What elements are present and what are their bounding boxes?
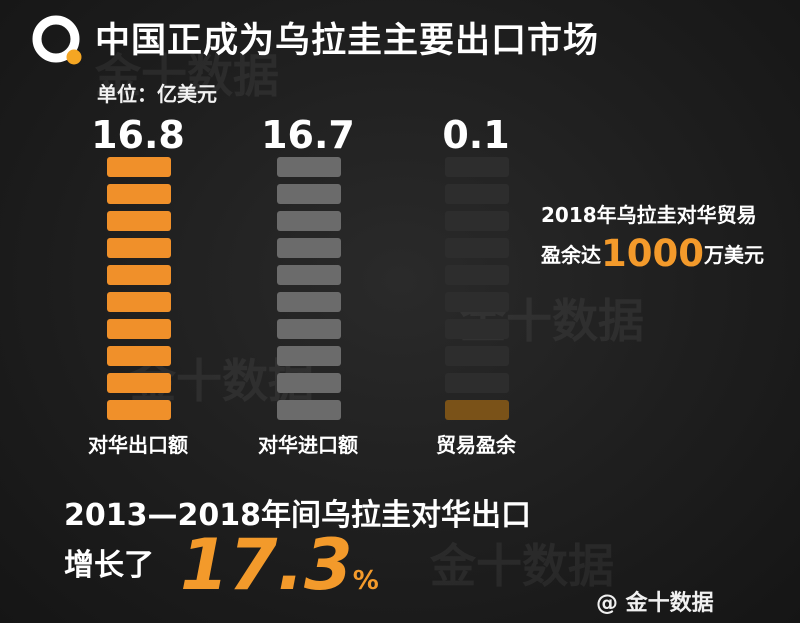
bar-segment-surplus	[445, 319, 509, 339]
surplus-note-unit: 万美元	[703, 243, 764, 267]
bar-segment-surplus	[445, 373, 509, 393]
bar-segment-import	[277, 292, 341, 312]
bar-segment-import	[277, 319, 341, 339]
source-credit: @ 金十数据	[596, 591, 714, 616]
watermark: 金十数据	[430, 539, 614, 593]
bar-segment-export	[107, 211, 171, 231]
surplus-note-prefix: 盈余达	[541, 243, 601, 267]
bar-segment-surplus	[445, 346, 509, 366]
bar-segment-import	[277, 238, 341, 258]
category-label-surplus: 贸易盈余	[436, 433, 516, 457]
bar-segment-import	[277, 346, 341, 366]
jin10-logo-icon	[32, 15, 82, 65]
bar-value-label-export: 16.8	[91, 113, 185, 157]
bar-segment-import	[277, 184, 341, 204]
bar-segment-import	[277, 373, 341, 393]
bar-segment-surplus	[445, 265, 509, 285]
bar-segment-surplus	[445, 211, 509, 231]
bar-segment-export	[107, 292, 171, 312]
bar-segment-surplus	[445, 400, 509, 420]
bar-segment-import	[277, 211, 341, 231]
bar-segment-export	[107, 265, 171, 285]
growth-percent: 17.3%	[180, 524, 379, 606]
watermark: 金十数据	[95, 49, 279, 103]
bar-value-label-surplus: 0.1	[442, 113, 510, 157]
bar-segment-import	[277, 265, 341, 285]
bar-segment-import	[277, 400, 341, 420]
bar-segment-export	[107, 184, 171, 204]
bar-segment-export	[107, 238, 171, 258]
category-label-import: 对华进口额	[258, 433, 358, 457]
bar-segment-surplus	[445, 157, 509, 177]
surplus-note-line2: 盈余达1000万美元	[541, 232, 764, 275]
page-title: 中国正成为乌拉圭主要出口市场	[95, 21, 600, 61]
surplus-note-line1: 2018年乌拉圭对华贸易	[541, 203, 757, 227]
bar-segment-surplus	[445, 292, 509, 312]
growth-percent-sign: %	[352, 566, 379, 596]
bar-segment-export	[107, 346, 171, 366]
bar-segment-export	[107, 373, 171, 393]
bar-segment-import	[277, 157, 341, 177]
growth-line2: 增长了	[64, 548, 154, 583]
growth-line1: 2013—2018年间乌拉圭对华出口	[64, 498, 531, 533]
category-label-export: 对华出口额	[88, 433, 188, 457]
bar-value-label-import: 16.7	[261, 113, 355, 157]
unit-label: 单位：亿美元	[97, 82, 217, 106]
growth-percent-value: 17.3	[180, 524, 353, 606]
bar-segment-export	[107, 157, 171, 177]
bar-segment-surplus	[445, 238, 509, 258]
surplus-note-value: 1000	[601, 232, 704, 275]
bar-segment-surplus	[445, 184, 509, 204]
bar-segment-export	[107, 319, 171, 339]
bar-segment-export	[107, 400, 171, 420]
